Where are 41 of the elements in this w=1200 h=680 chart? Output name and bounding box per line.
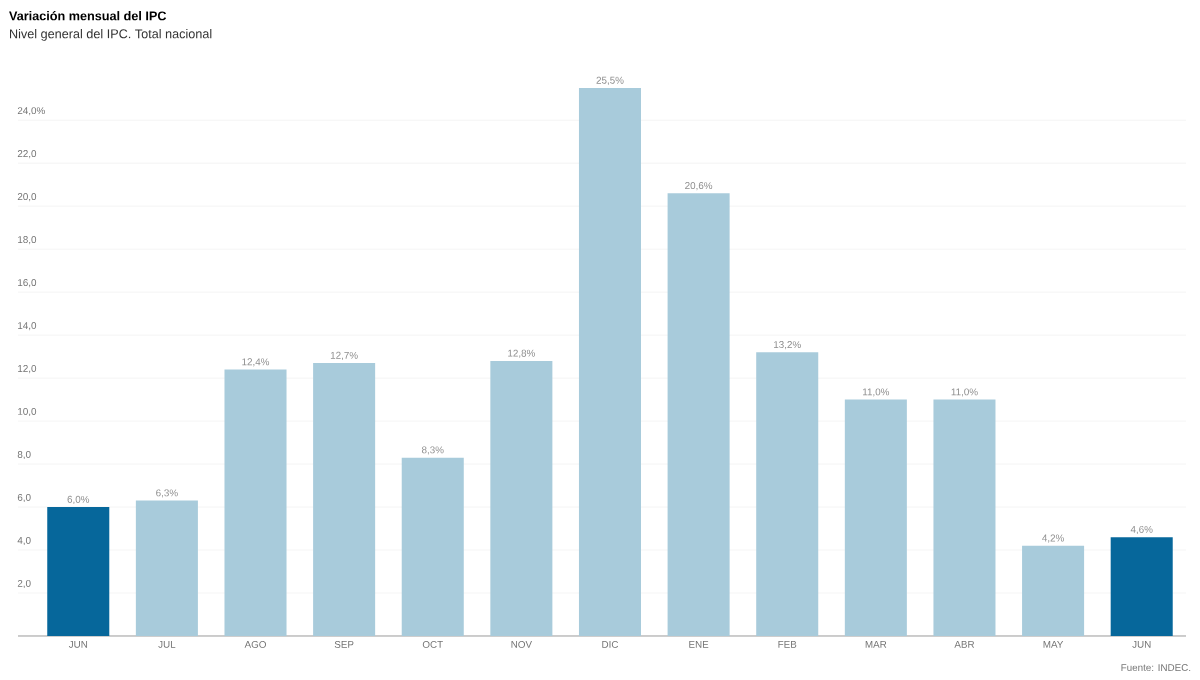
- x-tick-label: MAY: [1043, 640, 1064, 648]
- x-tick-label: OCT: [422, 640, 443, 648]
- x-tick-label: SEP: [334, 640, 354, 648]
- y-tick-label: 6,0: [17, 493, 31, 503]
- y-tick-label: 14,0: [18, 322, 37, 331]
- x-tick-label: DIC: [602, 640, 619, 648]
- data-label: 12,7%: [330, 351, 358, 360]
- data-label: 11,0%: [951, 388, 978, 397]
- data-label: 12,8%: [508, 349, 535, 358]
- x-tick-label: JUN: [1132, 640, 1151, 648]
- x-tick-label: JUL: [158, 640, 176, 648]
- x-tick-label: ABR: [954, 640, 975, 648]
- data-label: 20,6%: [685, 182, 713, 191]
- y-tick-label: 24,0%: [17, 107, 45, 116]
- y-tick-label: 8,0: [17, 450, 31, 460]
- y-tick-label: 18,0: [18, 236, 37, 245]
- y-tick-label: 10,0: [18, 408, 37, 417]
- y-tick-label: 20,0: [17, 193, 37, 202]
- data-label: 4,6%: [1130, 525, 1153, 535]
- y-tick-label: 22,0: [17, 150, 37, 159]
- x-tick-label: ENE: [689, 640, 709, 648]
- source-note: Fuente: INDEC.: [1121, 664, 1191, 672]
- chart-subtitle: Nivel general del IPC. Total nacional: [10, 28, 212, 41]
- x-tick-label: FEB: [778, 640, 797, 648]
- chart-title: Variación mensual del IPC: [9, 10, 167, 21]
- x-tick-label: JUN: [68, 640, 88, 648]
- data-label: 6,3%: [156, 489, 178, 498]
- data-label: 25,5%: [596, 76, 624, 85]
- data-label: 6,0%: [67, 495, 90, 504]
- data-label: 4,2%: [1042, 534, 1064, 543]
- x-tick-label: AGO: [244, 640, 266, 648]
- data-label: 8,3%: [421, 446, 444, 455]
- y-tick-label: 12,0: [18, 365, 37, 374]
- y-tick-label: 2,0: [17, 579, 31, 589]
- data-label: 11,0%: [863, 388, 890, 397]
- data-label: 12,4%: [242, 358, 270, 367]
- y-tick-label: 4,0: [17, 536, 31, 546]
- x-tick-label: NOV: [511, 640, 532, 648]
- data-label: 13,2%: [774, 341, 801, 350]
- y-tick-label: 16,0: [18, 279, 37, 288]
- x-tick-label: MAR: [865, 640, 887, 648]
